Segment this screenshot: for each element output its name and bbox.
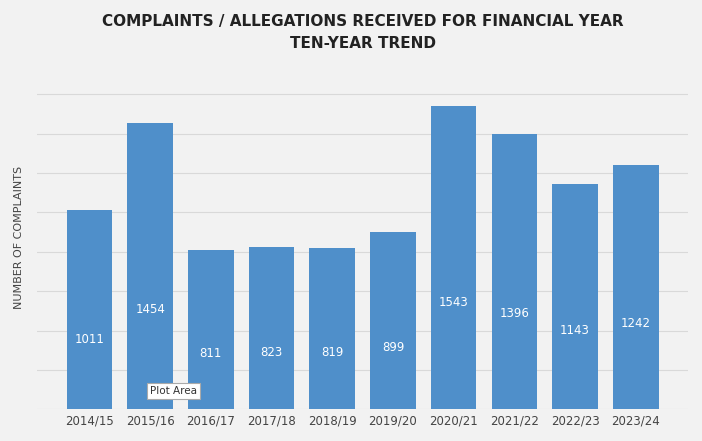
Bar xyxy=(67,210,112,409)
Bar xyxy=(310,248,355,409)
Text: 1454: 1454 xyxy=(135,303,165,316)
Text: 1011: 1011 xyxy=(74,333,105,346)
Text: 1242: 1242 xyxy=(621,317,651,330)
Bar xyxy=(613,165,658,409)
Text: 1143: 1143 xyxy=(560,324,590,337)
Text: 899: 899 xyxy=(382,341,404,354)
Bar xyxy=(249,247,294,409)
Y-axis label: NUMBER OF COMPLAINTS: NUMBER OF COMPLAINTS xyxy=(14,165,24,309)
Text: 819: 819 xyxy=(321,346,343,359)
Text: 1396: 1396 xyxy=(499,306,529,320)
Bar xyxy=(491,135,537,409)
Text: 811: 811 xyxy=(199,347,222,360)
Title: COMPLAINTS / ALLEGATIONS RECEIVED FOR FINANCIAL YEAR
TEN-YEAR TREND: COMPLAINTS / ALLEGATIONS RECEIVED FOR FI… xyxy=(102,14,623,51)
Bar xyxy=(431,105,477,409)
Bar xyxy=(370,232,416,409)
Bar xyxy=(552,184,598,409)
Bar xyxy=(188,250,234,409)
Text: Plot Area: Plot Area xyxy=(150,386,197,396)
Bar xyxy=(127,123,173,409)
Text: 1543: 1543 xyxy=(439,296,468,310)
Text: 823: 823 xyxy=(260,346,283,359)
